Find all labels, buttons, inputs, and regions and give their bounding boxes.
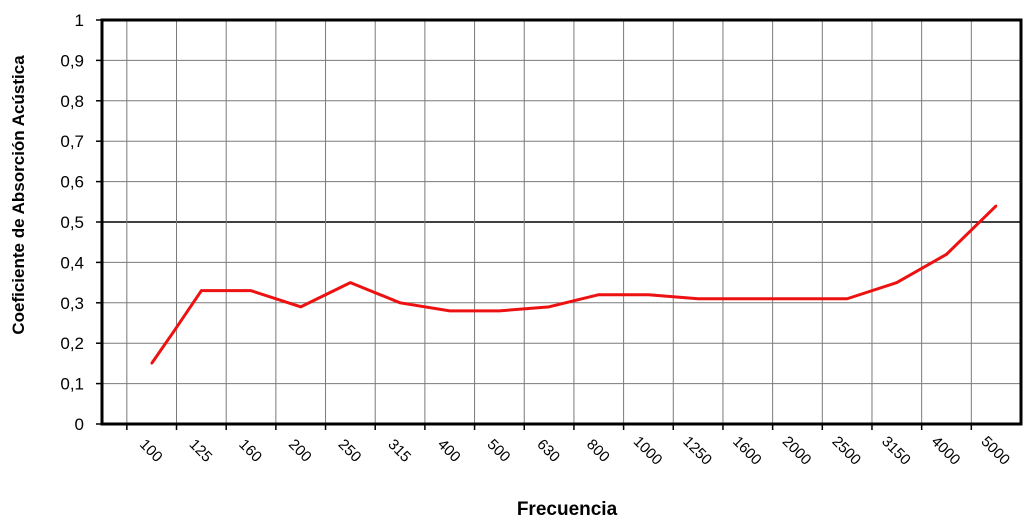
x-axis-ticks: 100 125 160 200 250 315 400 500 630 800 1000 1250 16… xyxy=(126,424,1014,469)
y-tick-label: 0,2 xyxy=(60,334,84,353)
x-tick-label: 400 xyxy=(434,436,464,466)
x-tick-label: 160 xyxy=(235,436,265,466)
data-point xyxy=(448,309,451,313)
x-tick-label: 1250 xyxy=(679,433,715,469)
data-point xyxy=(547,305,551,309)
y-tick-label: 0,8 xyxy=(60,92,84,111)
x-tick-label: 1600 xyxy=(729,433,765,469)
series-layer xyxy=(150,204,998,365)
y-tick-label: 0,7 xyxy=(60,132,84,151)
x-tick-label: 4000 xyxy=(928,433,964,469)
x-tick-label: 3150 xyxy=(878,433,914,469)
x-tick-label: 125 xyxy=(186,436,216,466)
data-point xyxy=(597,293,600,296)
y-tick-label: 0,3 xyxy=(60,294,84,313)
data-point xyxy=(172,329,176,333)
x-axis-title: Frecuencia xyxy=(517,499,618,520)
x-tick-label: 100 xyxy=(136,436,166,466)
y-tick-label: 0,6 xyxy=(60,173,84,192)
data-point xyxy=(498,309,501,313)
y-tick-label: 0,9 xyxy=(60,51,84,70)
data-point xyxy=(398,301,402,304)
x-tick-label: 800 xyxy=(583,436,613,466)
data-point xyxy=(845,297,849,300)
data-point xyxy=(647,293,650,296)
y-axis-ticks: 0 0,1 0,2 0,3 0,4 0,5 0,6 0,7 0,8 0,9 1 xyxy=(60,11,102,434)
y-tick-label: 0 xyxy=(75,415,84,434)
data-point xyxy=(349,281,352,284)
grid xyxy=(102,20,1021,424)
x-tick-label: 2500 xyxy=(829,433,865,469)
x-tick-label: 200 xyxy=(285,436,315,466)
data-point xyxy=(895,281,899,284)
data-point xyxy=(945,253,948,256)
x-tick-label: 500 xyxy=(484,436,514,466)
y-tick-label: 0,1 xyxy=(60,375,84,394)
y-tick-label: 0,5 xyxy=(60,213,84,232)
data-point xyxy=(200,289,203,292)
y-axis-title: Coeficiente de Absorción Acústica xyxy=(9,55,28,335)
data-point xyxy=(796,297,799,300)
data-point xyxy=(696,297,700,300)
data-point xyxy=(150,362,153,365)
y-tick-label: 1 xyxy=(75,11,84,30)
plot-frame xyxy=(100,18,1023,426)
data-point xyxy=(994,204,998,208)
data-point xyxy=(249,289,253,292)
x-tick-label: 2000 xyxy=(779,433,815,469)
x-tick-label: 630 xyxy=(533,436,563,466)
y-tick-label: 0,4 xyxy=(60,253,84,272)
x-tick-label: 1000 xyxy=(630,433,666,469)
x-tick-label: 315 xyxy=(384,436,414,466)
x-tick-label: 250 xyxy=(335,436,365,466)
data-point xyxy=(746,297,749,300)
x-tick-label: 5000 xyxy=(978,433,1014,469)
data-point xyxy=(299,305,302,309)
